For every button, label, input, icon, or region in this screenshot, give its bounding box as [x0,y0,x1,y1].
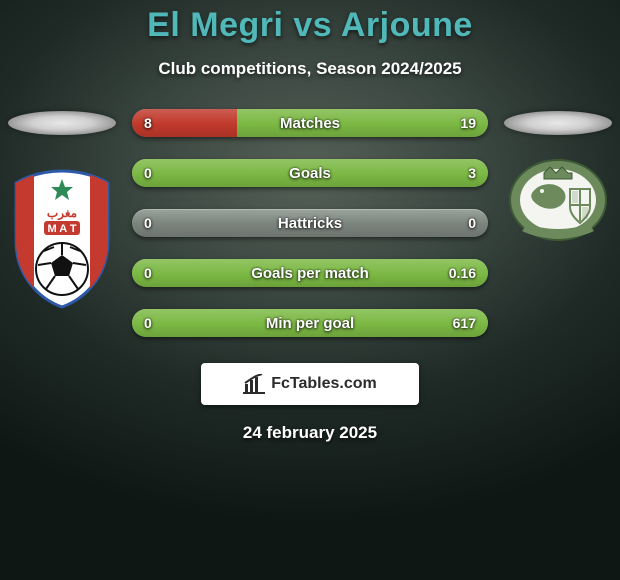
stat-fill-right [132,159,488,187]
chart-icon [243,374,265,394]
stat-value-right: 0 [468,209,476,237]
stat-value-right: 617 [453,309,476,337]
stat-fill-right [132,309,488,337]
stat-value-left: 8 [144,109,152,137]
stats-bars: 8 Matches 19 0 Goals 3 0 Hattricks 0 [122,109,498,337]
stat-value-left: 0 [144,209,152,237]
crest-right-icon [508,157,608,243]
stat-value-right: 3 [468,159,476,187]
stat-bar: 0 Goals per match 0.16 [132,259,488,287]
stat-bar: 0 Min per goal 617 [132,309,488,337]
player-right-col [498,109,618,243]
main-row: ﻣﻐﺮﺏ M A T 8 Matche [0,109,620,337]
brand-label: FcTables.com [271,375,377,393]
stat-value-left: 0 [144,159,152,187]
stat-fill-right [132,259,488,287]
stat-value-right: 0.16 [449,259,476,287]
subtitle: Club competitions, Season 2024/2025 [0,59,620,79]
stat-value-left: 0 [144,309,152,337]
page-title: El Megri vs Arjoune [0,6,620,45]
stat-fill-right [237,109,488,137]
comparison-card: El Megri vs Arjoune Club competitions, S… [0,0,620,580]
player-left-col: ﻣﻐﺮﺏ M A T [2,109,122,309]
stat-value-left: 0 [144,259,152,287]
crest-left-icon: ﻣﻐﺮﺏ M A T [12,169,112,309]
svg-text:M A T: M A T [47,223,76,235]
date-line: 24 february 2025 [0,423,620,443]
stat-bar: 0 Hattricks 0 [132,209,488,237]
svg-text:ﻣﻐﺮﺏ: ﻣﻐﺮﺏ [47,206,77,221]
stat-bar: 0 Goals 3 [132,159,488,187]
stat-bar: 8 Matches 19 [132,109,488,137]
club-crest-right [508,157,608,243]
brand-box[interactable]: FcTables.com [201,363,419,405]
player-shadow-right [504,111,612,135]
player-shadow-left [8,111,116,135]
stat-label: Hattricks [132,209,488,237]
club-crest-left: ﻣﻐﺮﺏ M A T [12,169,112,309]
stat-value-right: 19 [460,109,476,137]
